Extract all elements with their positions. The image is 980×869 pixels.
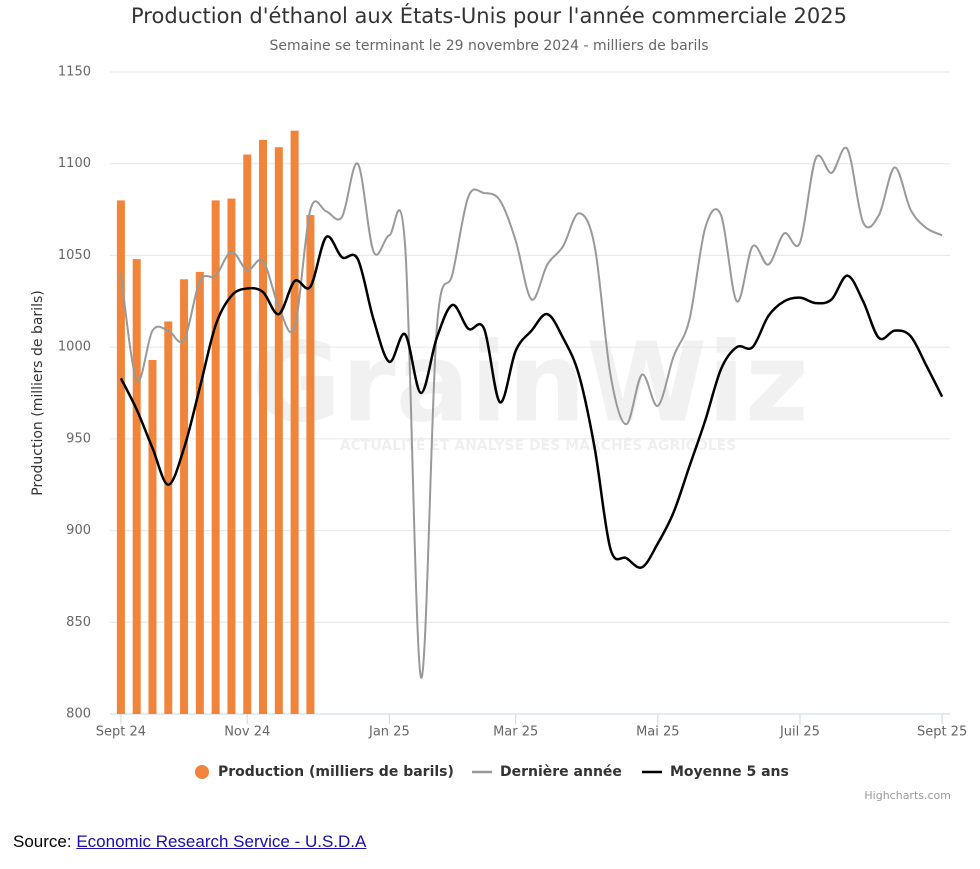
y-tick-label: 850 [66,615,91,630]
watermark-tagline: ACTUALITÉ ET ANALYSE DES MARCHÉS AGRICOL… [340,437,737,454]
y-tick-label: 1100 [58,156,91,171]
x-tick-label: Sept 24 [96,725,146,740]
bar [227,198,236,714]
source-label: Source: [13,832,72,851]
bar [132,259,141,714]
y-tick-label: 800 [66,707,91,722]
bar [164,321,173,714]
bar [290,130,299,714]
bar [195,271,204,714]
bar [148,359,157,714]
watermark-logo: GrainWiz [251,318,809,446]
line-series [119,146,943,679]
x-tick-label: Mai 25 [636,725,679,740]
y-tick-label: 1050 [58,248,91,263]
bar [306,215,315,714]
line-series [119,235,944,569]
bar [116,200,125,714]
y-tick-label: 900 [66,523,91,538]
chart-subtitle: Semaine se terminant le 29 novembre 2024… [269,38,708,54]
credits: Highcharts.com [864,789,951,802]
legend-label[interactable]: Dernière année [500,764,622,780]
legend-label[interactable]: Production (milliers de barils) [218,764,454,780]
chart-title: Production d'éthanol aux États-Unis pour… [131,3,847,28]
legend-label[interactable]: Moyenne 5 ans [670,764,789,780]
y-axis-label: Production (milliers de barils) [30,290,46,495]
x-tick-label: Mar 25 [493,725,538,740]
source: Source: Economic Research Service - U.S.… [13,832,366,852]
chart: Production d'éthanol aux États-Unis pour… [30,3,967,802]
bar [243,154,252,715]
y-tick-label: 950 [66,431,91,446]
x-tick-label: Nov 24 [224,725,270,740]
bar [180,279,189,714]
bar [259,139,268,714]
bar [211,200,220,714]
y-tick-label: 1000 [58,340,91,355]
bar [274,147,283,715]
y-tick-label: 1150 [58,65,91,80]
x-tick-label: Juil 25 [779,725,820,740]
x-tick-label: Jan 25 [368,725,410,740]
source-link[interactable]: Economic Research Service - U.S.D.A [76,832,367,851]
legend-marker [195,765,209,779]
x-tick-label: Sept 25 [917,725,967,740]
